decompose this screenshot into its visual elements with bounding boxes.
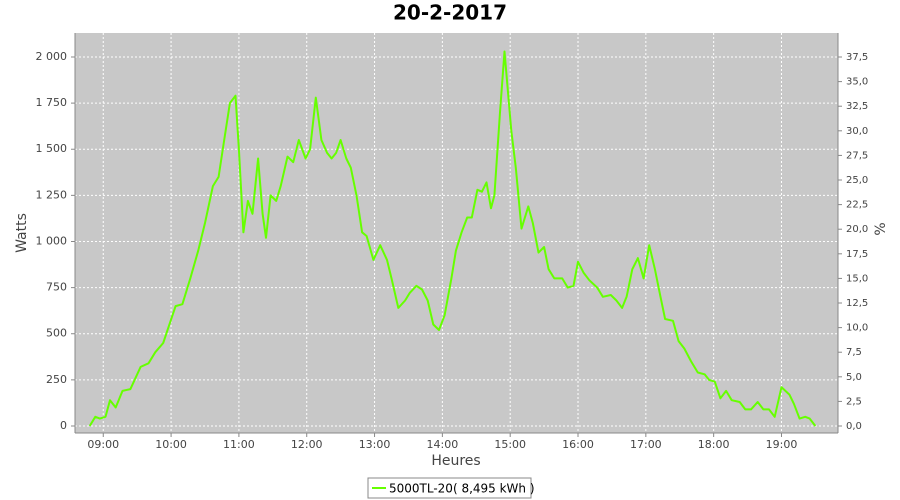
y2-tick-label: 27,5 bbox=[846, 150, 868, 161]
y-tick-label: 500 bbox=[46, 327, 67, 340]
y2-tick-label: 32,5 bbox=[846, 101, 868, 112]
y-tick-label: 1 250 bbox=[36, 188, 68, 201]
y-tick-label: 750 bbox=[46, 281, 67, 294]
legend-label: 5000TL-20( 8,495 kWh ) bbox=[389, 482, 535, 496]
y2-tick-label: 12,5 bbox=[846, 298, 868, 309]
y-axis-label: Watts bbox=[14, 213, 30, 253]
y2-axis-label: % bbox=[873, 222, 889, 235]
y-tick-label: 250 bbox=[46, 373, 67, 386]
chart-title: 20-2-2017 bbox=[393, 1, 507, 25]
y-tick-label: 1 000 bbox=[36, 234, 68, 247]
y2-tick-label: 10,0 bbox=[846, 323, 868, 334]
y-tick-label: 1 500 bbox=[36, 142, 68, 155]
y-tick-label: 0 bbox=[60, 419, 67, 432]
y2-tick-label: 37,5 bbox=[846, 52, 868, 63]
x-tick-label: 14:00 bbox=[427, 438, 459, 451]
y2-tick-label: 25,0 bbox=[846, 175, 868, 186]
y-tick-label: 2 000 bbox=[36, 50, 68, 63]
x-tick-label: 18:00 bbox=[698, 438, 730, 451]
x-tick-label: 19:00 bbox=[766, 438, 798, 451]
x-tick-label: 11:00 bbox=[223, 438, 255, 451]
y2-tick-label: 20,0 bbox=[846, 224, 868, 235]
y-tick-label: 1 750 bbox=[36, 96, 68, 109]
y2-tick-label: 30,0 bbox=[846, 126, 868, 137]
plot-background bbox=[75, 33, 838, 433]
x-tick-label: 09:00 bbox=[87, 438, 119, 451]
x-tick-label: 15:00 bbox=[494, 438, 526, 451]
series-line bbox=[88, 50, 817, 427]
legend-box bbox=[367, 477, 532, 499]
y2-tick-label: 5,0 bbox=[846, 372, 862, 383]
y2-tick-label: 22,5 bbox=[846, 200, 868, 211]
x-axis-label: Heures bbox=[431, 453, 480, 469]
y2-tick-label: 0,0 bbox=[846, 421, 862, 432]
y2-tick-label: 35,0 bbox=[846, 77, 868, 88]
y2-tick-label: 2,5 bbox=[846, 396, 862, 407]
x-tick-label: 16:00 bbox=[562, 438, 594, 451]
y2-tick-label: 17,5 bbox=[846, 249, 868, 260]
y2-tick-label: 15,0 bbox=[846, 273, 868, 284]
x-tick-label: 17:00 bbox=[630, 438, 662, 451]
x-tick-label: 12:00 bbox=[291, 438, 323, 451]
x-tick-label: 10:00 bbox=[155, 438, 187, 451]
y2-tick-label: 7,5 bbox=[846, 347, 862, 358]
x-tick-label: 13:00 bbox=[359, 438, 391, 451]
